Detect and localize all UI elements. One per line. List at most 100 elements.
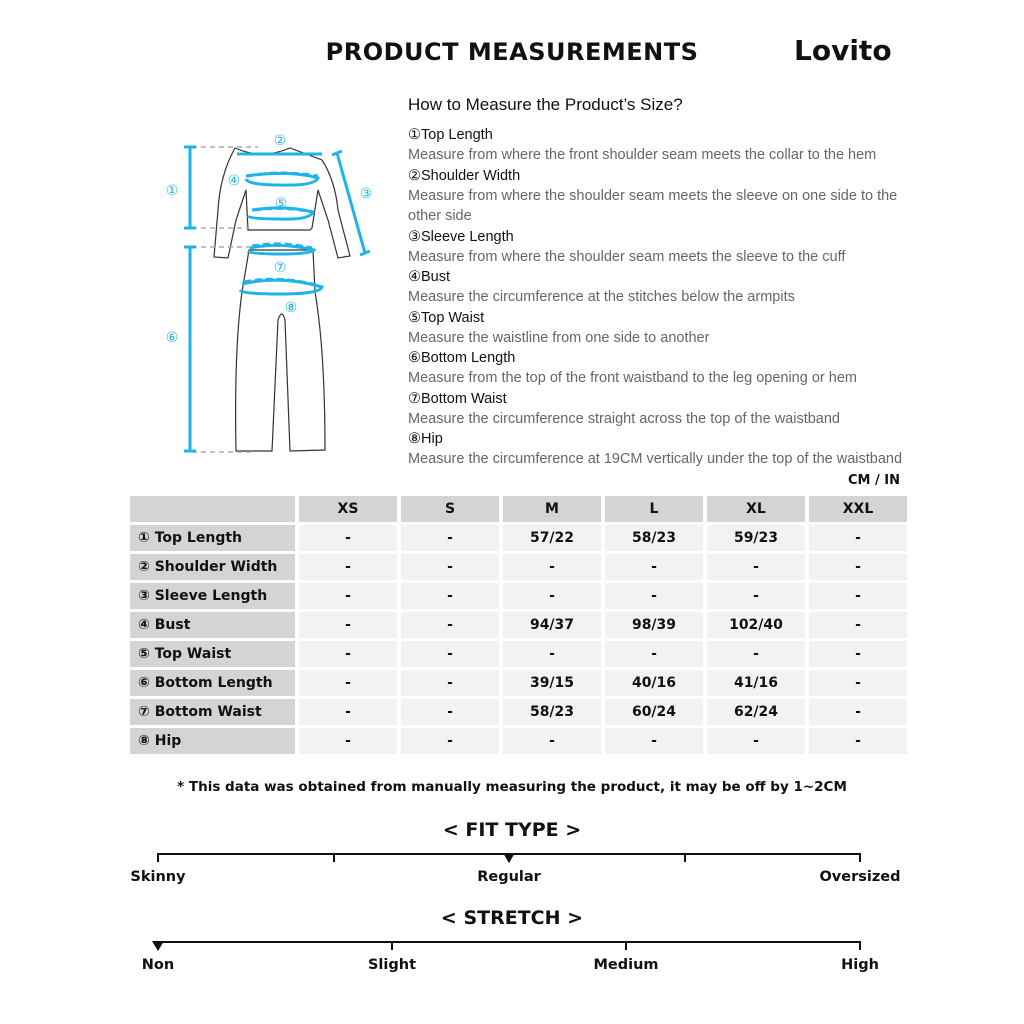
size-header: L — [605, 496, 703, 522]
table-cell: - — [707, 641, 805, 667]
table-cell: - — [299, 641, 397, 667]
disclaimer-note: * This data was obtained from manually m… — [177, 779, 847, 795]
table-cell: - — [809, 583, 907, 609]
fit-type-title: < FIT TYPE > — [442, 819, 582, 841]
table-cell: - — [503, 554, 601, 580]
stretch-label: High — [841, 957, 879, 973]
row-label: ⑦ Bottom Waist — [130, 699, 295, 725]
stretch-label: Medium — [593, 957, 659, 973]
table-cell: - — [809, 728, 907, 754]
stretch-label: Slight — [367, 957, 417, 973]
table-cell: 98/39 — [605, 612, 703, 638]
table-cell: - — [401, 525, 499, 551]
stretch-tick — [391, 941, 393, 950]
page-title: PRODUCT MEASUREMENTS — [325, 38, 699, 66]
table-cell: - — [401, 699, 499, 725]
stretch-tick — [625, 941, 627, 950]
row-label: ⑥ Bottom Length — [130, 670, 295, 696]
table-cell: 39/15 — [503, 670, 601, 696]
guide-item-description: Measure from the top of the front waistb… — [408, 370, 857, 386]
table-row: ⑧ Hip - - - - - - — [130, 728, 907, 754]
table-cell: 41/16 — [707, 670, 805, 696]
table-cell: - — [809, 699, 907, 725]
fit-tick — [332, 853, 335, 862]
size-header: XS — [299, 496, 397, 522]
table-cell: - — [809, 670, 907, 696]
row-label: ⑤ Top Waist — [130, 641, 295, 667]
diagram-label-6: ⑥ — [166, 330, 179, 346]
diagram-label-2: ② — [274, 133, 287, 149]
table-cell: - — [605, 728, 703, 754]
table-cell: - — [809, 525, 907, 551]
table-cell: - — [503, 583, 601, 609]
guide-item-description: Measure the circumference at 19CM vertic… — [408, 451, 903, 467]
unit-label: CM / IN — [848, 473, 900, 488]
row-label: ① Top Length — [130, 525, 295, 551]
table-row: ① Top Length - -57/22 58/23 59/23- — [130, 525, 907, 551]
table-row: ④ Bust - -94/37 98/39 102/40- — [130, 612, 907, 638]
size-table: XS S M L XL XXL ① Top Length - -57/22 58/23 59/23-… — [126, 493, 911, 757]
table-cell: - — [809, 612, 907, 638]
guide-item-description: Measure the circumference at the stitche… — [408, 289, 795, 305]
stretch-tick — [859, 941, 861, 950]
guide-item-description: Measure from where the front shoulder se… — [408, 147, 877, 163]
table-header-row: XS S M L XL XXL — [130, 496, 907, 522]
fit-label: Oversized — [819, 869, 901, 885]
size-header: XL — [707, 496, 805, 522]
table-cell: - — [299, 554, 397, 580]
table-cell: - — [503, 728, 601, 754]
diagram-label-4: ④ — [228, 173, 241, 189]
stretch-scale — [158, 941, 860, 943]
table-cell: 60/24 — [605, 699, 703, 725]
diagram-label-5: ⑤ — [275, 196, 288, 212]
table-cell: - — [605, 641, 703, 667]
table-cell: - — [299, 670, 397, 696]
fit-tick — [157, 853, 159, 862]
table-row: ⑤ Top Waist - - - - - - — [130, 641, 907, 667]
size-header: S — [401, 496, 499, 522]
fit-tick — [859, 853, 861, 862]
table-cell: - — [401, 728, 499, 754]
guide-item-description: Measure the circumference straight acros… — [408, 410, 840, 427]
table-cell: - — [605, 554, 703, 580]
guide-heading: How to Measure the Product’s Size? — [408, 95, 683, 114]
table-cell: 59/23 — [707, 525, 805, 551]
row-label: ④ Bust — [130, 612, 295, 638]
table-cell: 58/23 — [503, 699, 601, 725]
table-cell: 62/24 — [707, 699, 805, 725]
table-cell: - — [401, 641, 499, 667]
fit-label: Regular — [477, 869, 541, 885]
guide-item-title: ⑧Hip — [408, 431, 443, 447]
table-cell: - — [401, 670, 499, 696]
table-cell: 40/16 — [605, 670, 703, 696]
table-cell: 57/22 — [503, 525, 601, 551]
guide-item-title: ①Top Length — [408, 127, 493, 143]
garment-diagram: ① ② ③ ④ ⑤ ⑥ ⑦ ⑧ — [166, 133, 373, 453]
table-cell: - — [401, 612, 499, 638]
guide-item-title: ⑥Bottom Length — [408, 350, 516, 366]
table-cell: - — [707, 728, 805, 754]
diagram-label-3: ③ — [360, 186, 373, 202]
table-cell: - — [299, 728, 397, 754]
guide-item-title: ⑦Bottom Waist — [408, 390, 507, 407]
row-label: ③ Sleeve Length — [130, 583, 295, 609]
table-cell: - — [299, 525, 397, 551]
measure-lines — [184, 145, 371, 453]
table-cell: 58/23 — [605, 525, 703, 551]
fit-label: Skinny — [130, 869, 186, 885]
diagram-label-7: ⑦ — [274, 260, 287, 276]
row-label: ⑧ Hip — [130, 728, 295, 754]
table-cell: 94/37 — [503, 612, 601, 638]
table-cell: - — [605, 583, 703, 609]
table-cell: - — [809, 641, 907, 667]
guide-item-title: ③Sleeve Length — [408, 228, 514, 245]
table-cell: - — [809, 554, 907, 580]
guide-item-description: Measure from where the shoulder seam mee… — [408, 248, 846, 265]
guide-item-description: Measure the waistline from one side to a… — [408, 329, 710, 346]
stretch-selected-marker — [152, 941, 164, 951]
table-row: ⑥ Bottom Length - -39/15 40/16 41/16- — [130, 670, 907, 696]
fit-tick — [683, 853, 686, 862]
table-cell: - — [503, 641, 601, 667]
table-row: ③ Sleeve Length - - - - - - — [130, 583, 907, 609]
